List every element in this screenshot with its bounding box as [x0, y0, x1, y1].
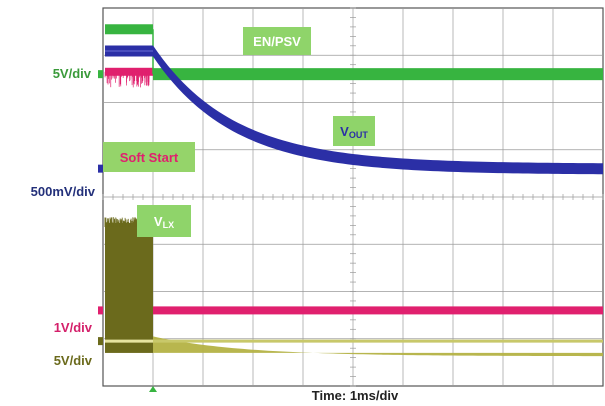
channel-marker [98, 337, 103, 346]
softstart-low [153, 306, 603, 315]
ch3-scale-label: 1V/div [54, 320, 93, 335]
channel-marker [98, 164, 103, 173]
enpsv-annotation-box [243, 27, 311, 55]
channel-marker [98, 70, 103, 79]
enpsv-high [105, 24, 153, 35]
softstart-annotation: Soft Start [120, 150, 179, 165]
ch2-scale-label: 500mV/div [31, 184, 96, 199]
vlx-decay-band [153, 336, 603, 357]
channel-marker [98, 306, 103, 315]
annotations: EN/PSV VOUT Soft Start VLX [103, 27, 375, 237]
enpsv-low [153, 68, 603, 81]
softstart-high [105, 67, 153, 76]
ch1-scale-label: 5V/div [53, 66, 92, 81]
vlx-annotation: VLX [154, 214, 174, 230]
enpsv-annotation: EN/PSV [253, 34, 301, 49]
vout-annotation-box [333, 116, 375, 146]
traces [104, 24, 603, 357]
trigger-marker [149, 386, 157, 392]
x-axis-label: Time: 1ms/div [312, 388, 399, 403]
vlx-switching-band [105, 222, 153, 353]
vlx-annotation-box [137, 205, 191, 237]
vout-annotation: VOUT [340, 124, 368, 140]
ch4-scale-label: 5V/div [54, 353, 93, 368]
vout-trace [105, 45, 603, 175]
softstart-annotation-box [103, 142, 195, 172]
